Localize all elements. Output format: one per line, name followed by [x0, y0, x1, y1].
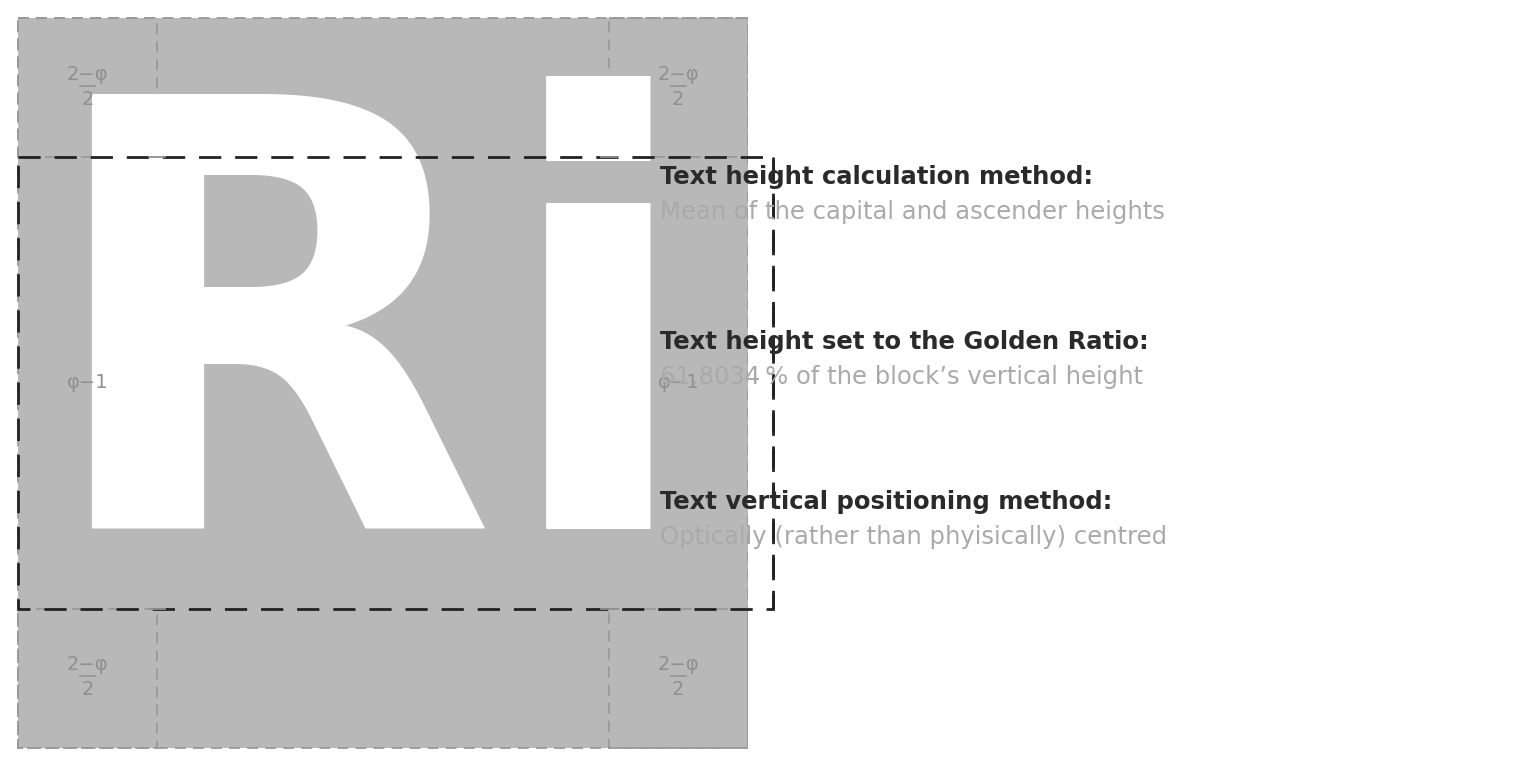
- Text: Text height calculation method:: Text height calculation method:: [660, 165, 1094, 189]
- Bar: [18, 18, 748, 748]
- Text: 2−φ: 2−φ: [657, 65, 699, 84]
- Text: Optically (rather than phyisically) centred: Optically (rather than phyisically) cent…: [660, 525, 1167, 549]
- Text: 2: 2: [81, 90, 94, 109]
- Text: 2−φ: 2−φ: [657, 655, 699, 674]
- Text: Text vertical positioning method:: Text vertical positioning method:: [660, 490, 1112, 514]
- Bar: [608, 18, 748, 157]
- Text: 2−φ: 2−φ: [68, 65, 109, 84]
- Text: 2: 2: [81, 680, 94, 700]
- Text: Ri: Ri: [35, 77, 700, 654]
- Bar: [18, 608, 157, 748]
- Text: 2−φ: 2−φ: [68, 655, 109, 674]
- Text: 2: 2: [673, 680, 685, 700]
- Text: φ−1: φ−1: [657, 373, 699, 392]
- Text: 2: 2: [673, 90, 685, 109]
- Text: Text height set to the Golden Ratio:: Text height set to the Golden Ratio:: [660, 330, 1149, 354]
- Text: Mean of the capital and ascender heights: Mean of the capital and ascender heights: [660, 200, 1164, 224]
- Bar: [608, 608, 748, 748]
- Bar: [18, 18, 157, 157]
- Text: 61.8034 % of the block’s vertical height: 61.8034 % of the block’s vertical height: [660, 365, 1143, 389]
- Bar: [18, 18, 748, 748]
- Bar: [18, 157, 773, 608]
- Text: φ−1: φ−1: [68, 373, 109, 392]
- Bar: [748, 0, 1536, 768]
